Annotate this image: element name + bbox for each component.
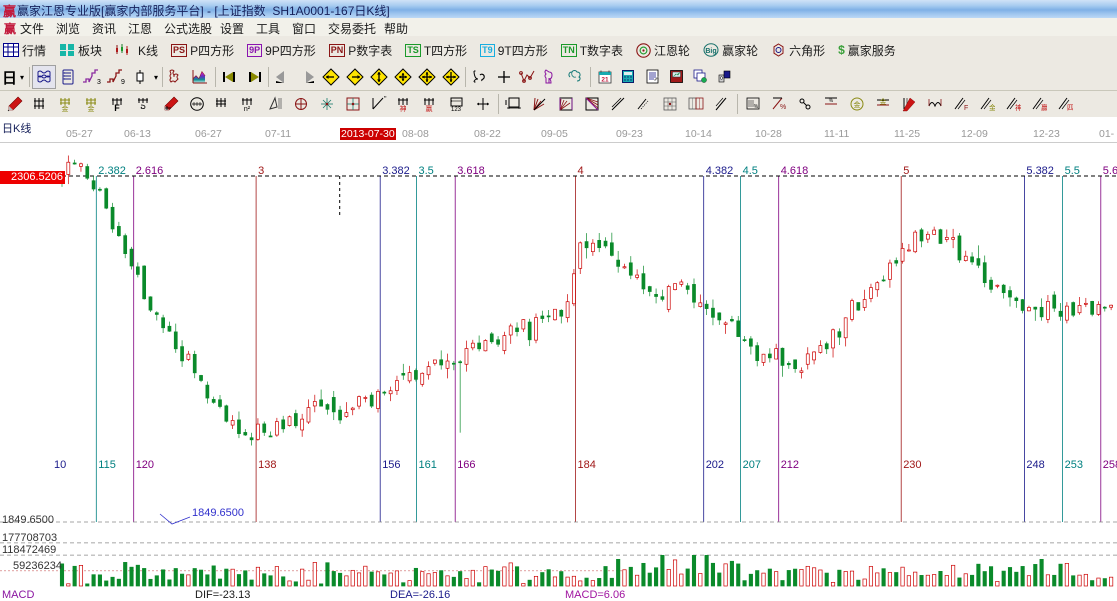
svg-text:5.618: 5.618: [1103, 165, 1117, 177]
svg-text:115: 115: [98, 459, 116, 471]
svg-text:253: 253: [1065, 459, 1083, 471]
svg-text:3.5: 3.5: [419, 165, 434, 177]
svg-text:230: 230: [903, 459, 921, 471]
svg-text:248: 248: [1026, 459, 1044, 471]
svg-text:212: 212: [781, 459, 799, 471]
svg-text:n²: n²: [244, 106, 251, 112]
svg-text:207: 207: [743, 459, 761, 471]
svg-text:4.5: 4.5: [743, 165, 758, 177]
svg-text:120: 120: [136, 459, 154, 471]
svg-text:1849.6500: 1849.6500: [192, 507, 244, 519]
svg-text:4.618: 4.618: [781, 165, 809, 177]
svg-text:Big: Big: [705, 48, 716, 55]
svg-text:9: 9: [121, 79, 125, 85]
svg-text:%: %: [780, 104, 786, 111]
svg-text:166: 166: [457, 459, 475, 471]
svg-text:138: 138: [258, 459, 276, 471]
svg-text:神: 神: [400, 104, 407, 112]
svg-text:3: 3: [258, 165, 264, 177]
svg-text:4: 4: [578, 165, 584, 177]
svg-text:123: 123: [451, 107, 462, 112]
svg-text:2.616: 2.616: [136, 165, 164, 177]
svg-text:赢: 赢: [426, 104, 433, 112]
svg-text:202: 202: [706, 459, 724, 471]
svg-text:161: 161: [419, 459, 437, 471]
svg-text:4.382: 4.382: [706, 165, 734, 177]
svg-text:156: 156: [382, 459, 400, 471]
svg-text:金: 金: [989, 103, 995, 112]
svg-text:2.382: 2.382: [98, 165, 126, 177]
svg-text:": ": [384, 96, 387, 103]
svg-text:F: F: [964, 105, 968, 112]
svg-text:F: F: [114, 103, 120, 112]
svg-text:5.382: 5.382: [1026, 165, 1054, 177]
svg-text:21: 21: [601, 77, 609, 84]
svg-text:四: 四: [1067, 104, 1073, 112]
svg-text:3.382: 3.382: [382, 165, 410, 177]
svg-text:金: 金: [854, 100, 861, 109]
svg-text:神: 神: [1015, 103, 1021, 112]
svg-text:%: %: [829, 98, 834, 104]
svg-text:5.5: 5.5: [1065, 165, 1080, 177]
svg-text:%: %: [754, 104, 759, 110]
svg-text:184: 184: [578, 459, 596, 471]
svg-text:金: 金: [62, 104, 69, 112]
svg-text:258: 258: [1103, 459, 1117, 471]
svg-text:3.618: 3.618: [457, 165, 485, 177]
svg-text:金: 金: [88, 104, 95, 112]
svg-text:10: 10: [54, 459, 66, 471]
svg-text:5: 5: [903, 165, 909, 177]
svg-text:3: 3: [97, 79, 101, 85]
svg-text:金: 金: [880, 97, 887, 106]
svg-text:赢: 赢: [1041, 103, 1047, 112]
